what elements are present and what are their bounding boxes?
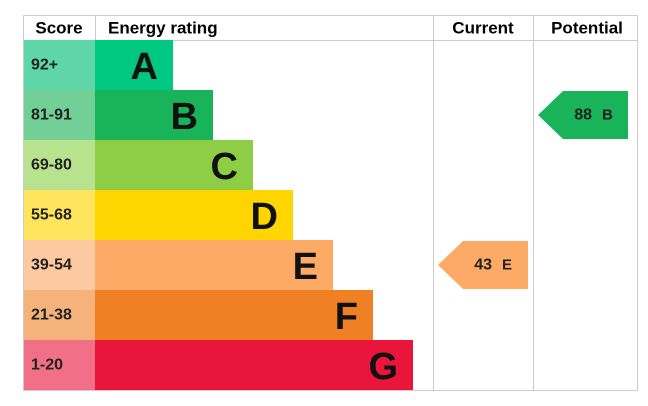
score-range: 21-38 bbox=[31, 307, 72, 324]
score-range: 39-54 bbox=[31, 257, 72, 274]
score-range: 55-68 bbox=[31, 207, 72, 224]
rating-bar bbox=[95, 140, 253, 190]
rating-letter: D bbox=[251, 196, 278, 238]
score-cell bbox=[24, 190, 95, 240]
score-cell bbox=[24, 290, 95, 340]
rating-letter: A bbox=[131, 46, 158, 88]
rating-bar bbox=[95, 340, 413, 390]
score-range: 92+ bbox=[31, 57, 58, 74]
header-energy-rating: Energy rating bbox=[108, 19, 218, 38]
score-cell bbox=[24, 240, 95, 290]
header-current: Current bbox=[452, 19, 514, 38]
potential-arrow bbox=[538, 91, 628, 139]
rating-letter: B bbox=[171, 96, 198, 138]
rating-bar bbox=[95, 40, 173, 90]
score-range: 69-80 bbox=[31, 157, 72, 174]
potential-value: 88 bbox=[574, 107, 592, 124]
rating-bar bbox=[95, 290, 373, 340]
current-letter: E bbox=[502, 257, 512, 274]
header-potential: Potential bbox=[551, 19, 623, 38]
score-cell bbox=[24, 140, 95, 190]
score-range: 1-20 bbox=[31, 357, 63, 374]
rating-bar bbox=[95, 90, 213, 140]
score-cell bbox=[24, 340, 95, 390]
current-arrow bbox=[438, 241, 528, 289]
rating-letter: G bbox=[368, 346, 398, 388]
potential-letter: B bbox=[602, 107, 613, 124]
current-value: 43 bbox=[474, 257, 492, 274]
rating-bar bbox=[95, 240, 333, 290]
score-cell bbox=[24, 90, 95, 140]
rating-letter: E bbox=[293, 246, 318, 288]
rating-bar bbox=[95, 190, 293, 240]
rating-letter: F bbox=[335, 296, 358, 338]
score-cell bbox=[24, 40, 95, 90]
score-range: 81-91 bbox=[31, 107, 72, 124]
rating-letter: C bbox=[211, 146, 238, 188]
header-score: Score bbox=[35, 19, 82, 38]
